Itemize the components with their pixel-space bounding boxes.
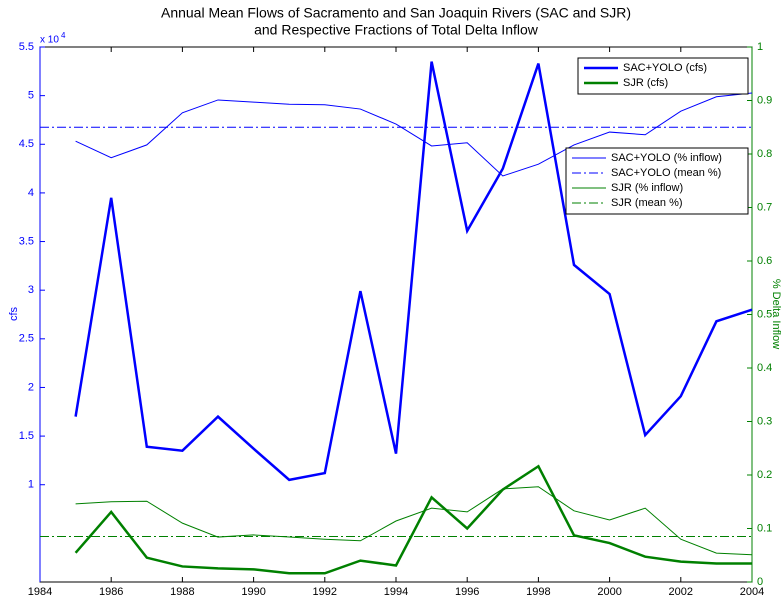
y-exponent: 4: [61, 31, 66, 40]
y-axis-label: cfs: [8, 306, 20, 321]
series-line: [75, 486, 753, 556]
y-tick-label: 5.5: [19, 41, 34, 53]
chart-title: Annual Mean Flows of Sacramento and San …: [161, 5, 631, 21]
y2-axis-label: % Delta Inflow: [770, 279, 782, 349]
y2-tick-label: 0.8: [757, 148, 772, 160]
y2-tick-label: 0.4: [757, 362, 772, 374]
legend-label: SAC+YOLO (mean %): [611, 167, 721, 179]
y2-tick-label: 0.2: [757, 469, 772, 481]
legend-label: SAC+YOLO (% inflow): [611, 152, 722, 164]
x-tick-label: 1986: [99, 586, 123, 598]
y-tick-label: 4: [28, 187, 34, 199]
x-tick-label: 2000: [597, 586, 621, 598]
legend-label: SJR (% inflow): [611, 182, 683, 194]
y2-tick-label: 0.9: [757, 94, 772, 106]
series-line: [74, 61, 753, 482]
y-tick-label: 2: [28, 381, 34, 393]
y2-tick-label: 0.5: [757, 308, 772, 320]
series-line: [74, 464, 752, 575]
x-tick-label: 1990: [241, 586, 265, 598]
x-tick-label: 1988: [170, 586, 194, 598]
y-exponent-base: x 10: [40, 35, 59, 46]
x-tick-label: 1994: [384, 586, 408, 598]
x-tick-label: 1996: [455, 586, 479, 598]
y2-tick-label: 0.1: [757, 522, 772, 534]
y2-tick-label: 0.6: [757, 255, 772, 267]
y-tick-label: 1: [28, 479, 34, 491]
x-tick-label: 1992: [313, 586, 337, 598]
legend-box: [577, 57, 749, 95]
chart-subtitle: and Respective Fractions of Total Delta …: [254, 22, 539, 38]
y-tick-label: 4.5: [19, 138, 34, 150]
x-tick-label: 1998: [526, 586, 550, 598]
x-tick-label: 2002: [669, 586, 693, 598]
y-tick-label: 3.5: [19, 235, 34, 247]
legend-label: SJR (cfs): [623, 77, 668, 89]
series-line: [75, 92, 753, 177]
y2-tick-label: 1: [757, 41, 763, 53]
x-tick-label: 2004: [740, 586, 764, 598]
y-tick-label: 1.5: [19, 430, 34, 442]
legend-label: SJR (mean %): [611, 197, 683, 209]
y2-tick-label: 0.3: [757, 415, 772, 427]
y2-tick-label: 0: [757, 576, 763, 588]
y-tick-label: 2.5: [19, 333, 34, 345]
x-tick-label: 1984: [28, 586, 52, 598]
legend-label: SAC+YOLO (cfs): [623, 62, 707, 74]
y-tick-label: 5: [28, 90, 34, 102]
y-tick-label: 3: [28, 284, 34, 296]
y2-tick-label: 0.7: [757, 201, 772, 213]
